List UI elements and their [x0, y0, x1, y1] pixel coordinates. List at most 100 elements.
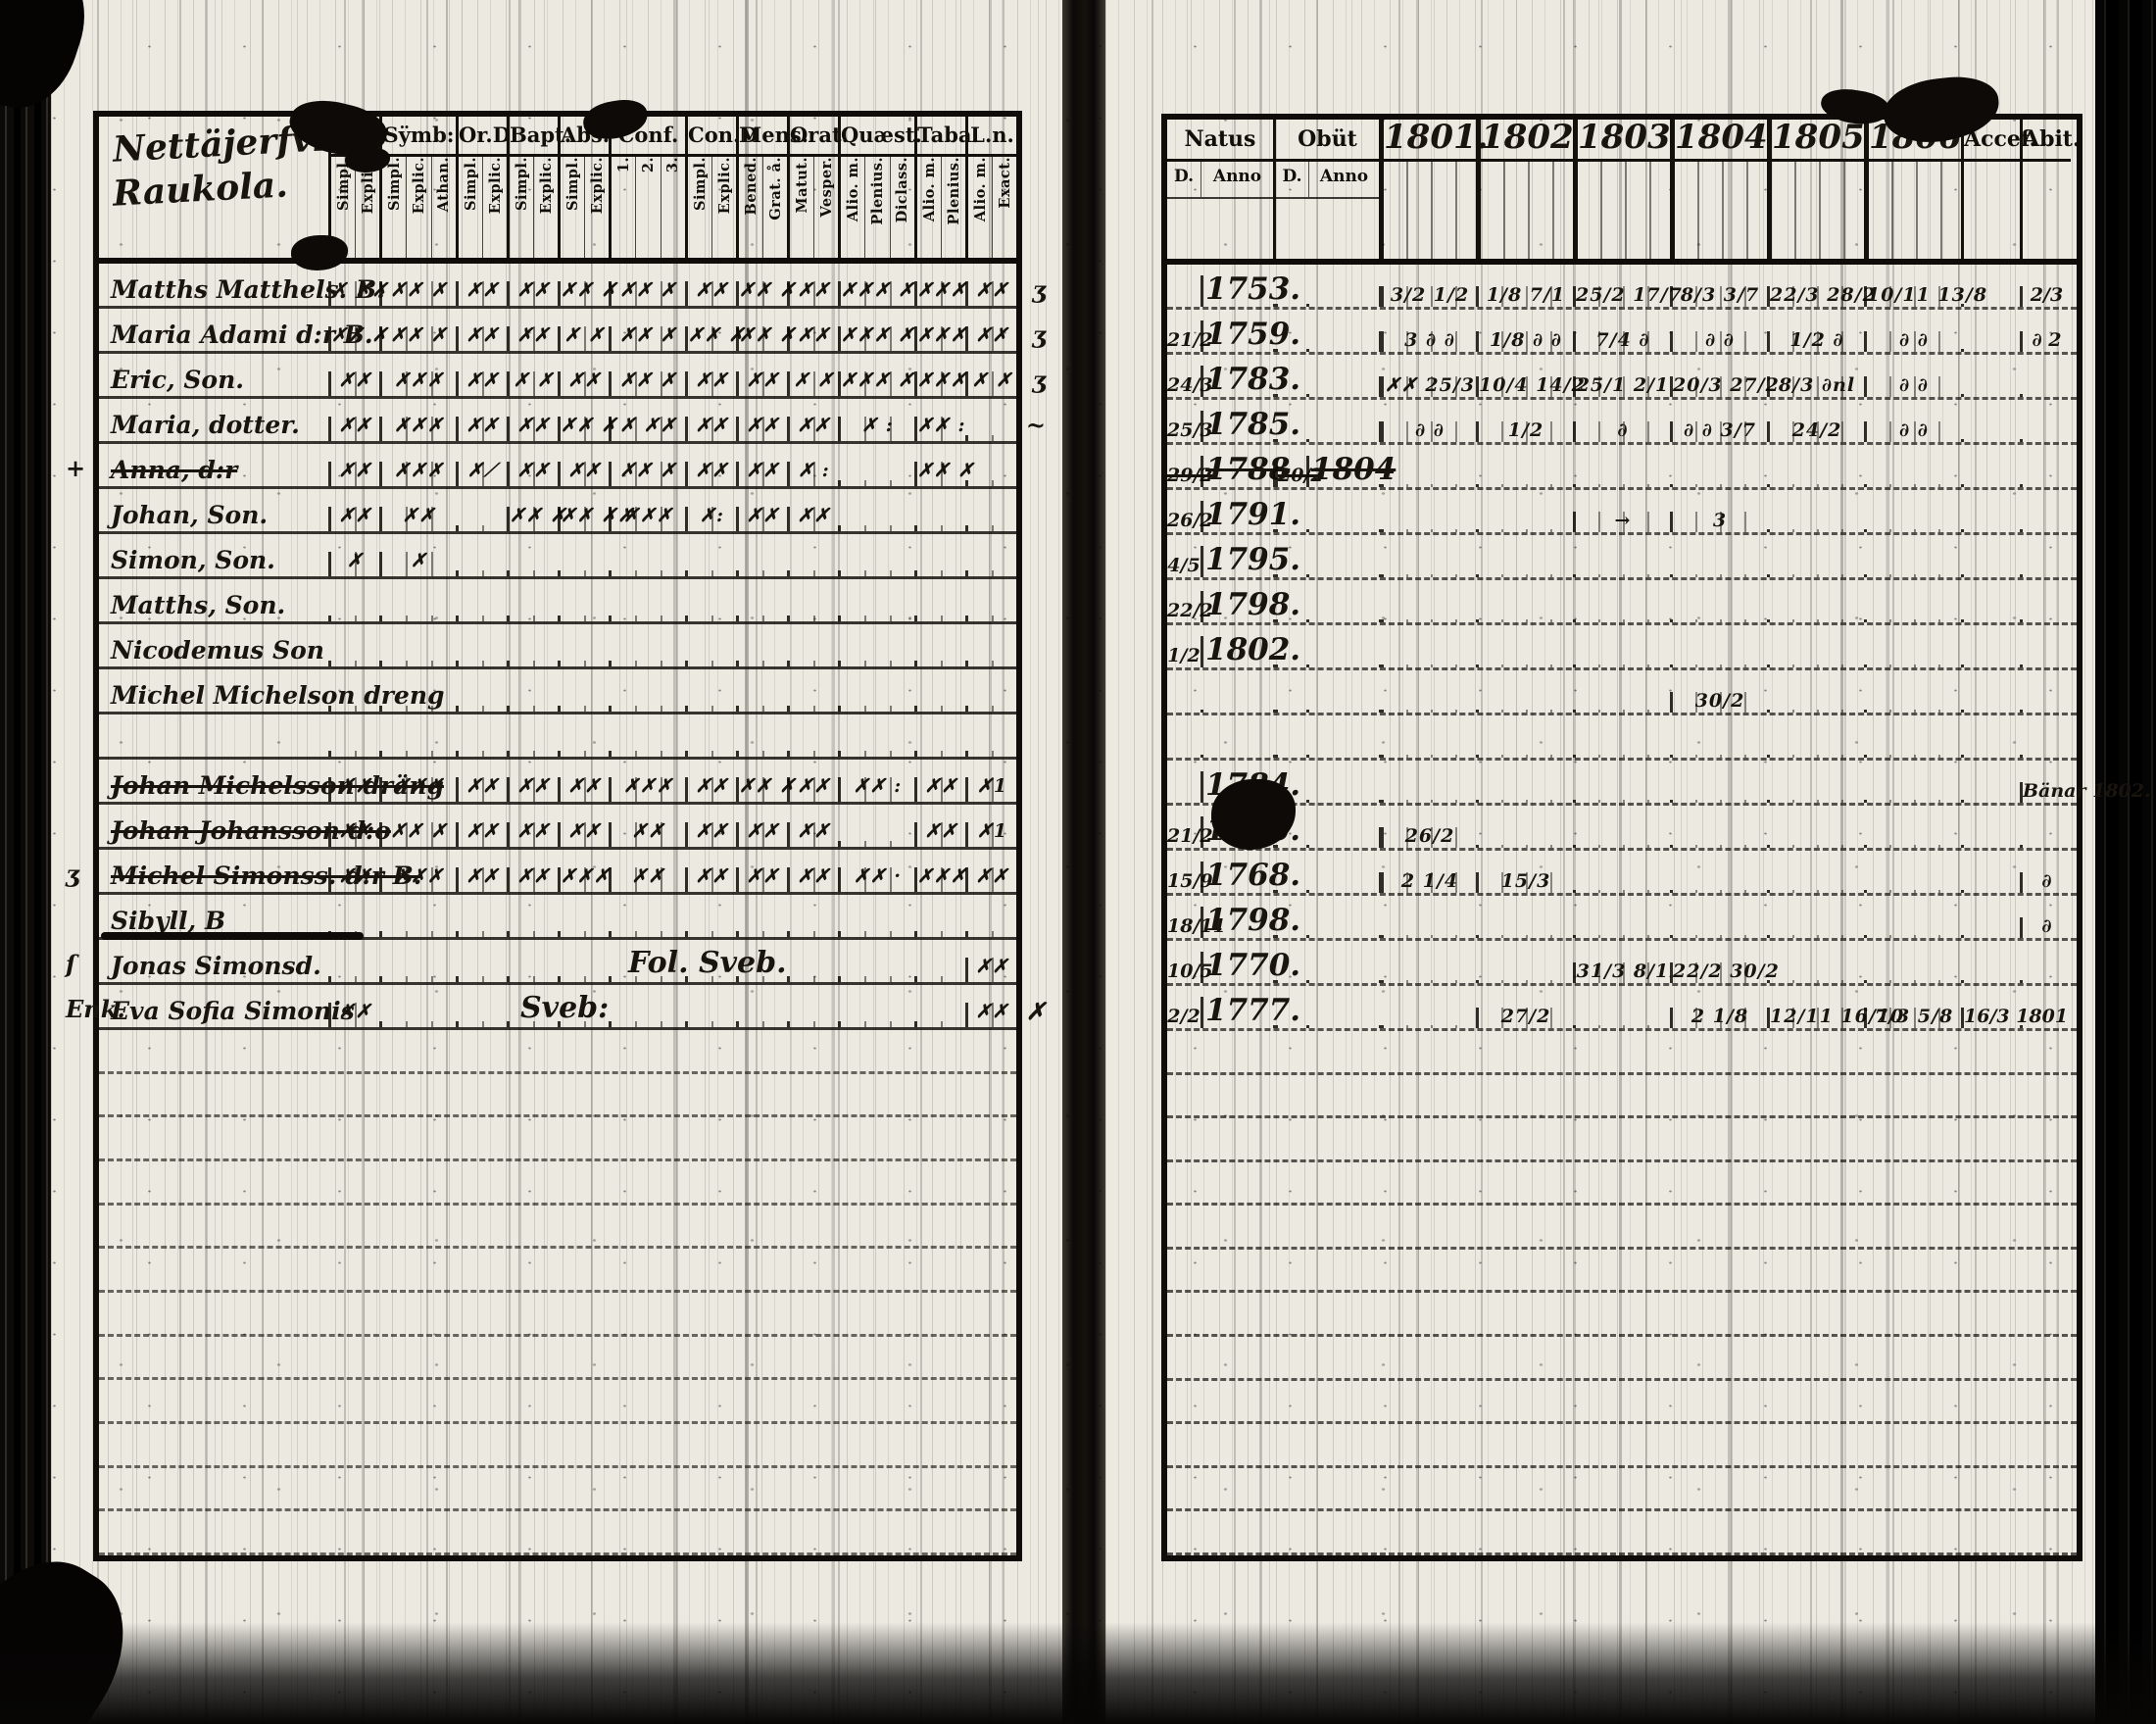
year-mark-cell: 22/2 30/2 [1670, 961, 1779, 983]
mark-cell: ✗✗✗ [379, 867, 456, 892]
table-row: 1753. 3/2 1/2 1/8 7/1 25/2 17/7 8/3 3/7 22/3 … [1167, 265, 2077, 310]
year-mark-cell: 26/2 [1379, 826, 1476, 848]
year-column-header: 1802 [1476, 120, 1574, 259]
year-column-header: 1803 [1573, 120, 1671, 259]
mark-cell [787, 976, 838, 982]
acces-cell [1961, 845, 2020, 848]
year-mark-cell: 1/8 7/1 [1476, 285, 1573, 307]
year-mark-cell [1670, 755, 1767, 758]
abit-cell [2020, 439, 2071, 442]
abit-cell: 2/3 [2020, 285, 2071, 307]
subcolumn-label: Alio. m. [971, 157, 989, 222]
ink-blot [345, 147, 390, 172]
subcolumn-label: Explic. [588, 157, 606, 215]
year-mark-cell [1670, 800, 1767, 803]
row-tail-mark: ʒ [1032, 275, 1046, 304]
mark-cell: ✗ ✗✗ [328, 281, 387, 306]
mark-cell [914, 706, 965, 712]
table-row: 25/3 1785. ∂ ∂ 1/2 ∂ ∂ ∂ 3/7 24/2 ∂ ∂ [1167, 400, 2077, 445]
mark-cell [965, 570, 1016, 576]
abit-cell [2020, 755, 2071, 758]
subcolumn-label: Explic. [410, 157, 427, 215]
year-label: 1804 [1675, 120, 1768, 162]
acces-cell [1961, 349, 2020, 352]
mark-cell [456, 570, 507, 576]
mark-cell: ✗✗ [507, 822, 558, 847]
year-mark-cell [1379, 800, 1476, 803]
mark-cell [609, 751, 685, 757]
year-mark-cell: ∂ ∂ [1864, 330, 1961, 352]
mark-cell: ✗✗ [456, 326, 507, 351]
mark-cell [685, 931, 736, 937]
mark-cell: ✗✗ [685, 462, 736, 486]
subcolumn-cell: Grat. å. [762, 157, 787, 258]
mark-cell [965, 525, 1016, 531]
natus-year-cell: 1759. [1200, 319, 1300, 352]
subcolumn-cell: Alio. m. [968, 157, 992, 258]
year-mark-cell: ∂ ∂ [1864, 375, 1961, 397]
mark-cell: ✗✗ [507, 462, 558, 486]
mark-cell: ✗✗ [787, 867, 838, 892]
mark-cell: ✗✗ [787, 777, 838, 802]
mark-cell: ✗1 [965, 822, 1016, 847]
mark-cell: ✗ ✗ [965, 371, 1016, 396]
table-row: Michel Michelson dreng [99, 669, 1016, 714]
column-fill [1869, 162, 1961, 259]
column-subheaders: Alio. m. Plenius. [917, 157, 965, 258]
subcolumn-cell: 3. [660, 157, 685, 258]
subcolumn-cell: Diclass. [889, 157, 914, 258]
margin-annotation: ʒ [66, 860, 79, 888]
year-mark-cell [1573, 800, 1670, 803]
household-title-cell: Nettäjerfvi Raukola. [99, 117, 328, 258]
subcolumn-label: Simpl. [385, 157, 403, 212]
year-mark-cell: 1/2 [1476, 420, 1573, 442]
person-name: Michel Michelson dreng [111, 681, 445, 710]
empty-row [99, 1380, 1016, 1425]
subcolumn-cell: Simpl. [459, 157, 482, 258]
acces-cell [1961, 935, 2020, 938]
mark-cell [838, 480, 914, 486]
scratch-line [745, 0, 749, 1724]
obiit-year-cell [1306, 529, 1379, 532]
year-mark-cell [1767, 665, 1864, 667]
year-column-header: 1801. [1379, 120, 1488, 259]
mark-cell: ✗✗ [736, 822, 787, 847]
column-label: Bapt. [510, 117, 571, 157]
year-mark-cell [1767, 529, 1864, 532]
abit-column-header: Abit. [2020, 120, 2081, 259]
mark-cell: ✗✗ : [914, 417, 965, 441]
mark-cell: ✗✗ [685, 417, 736, 441]
subcolumn-label: 2. [639, 157, 657, 173]
mark-cell [558, 1021, 609, 1027]
acces-cell [1961, 800, 2020, 803]
subcolumn-label: Simpl. [691, 157, 709, 212]
subcolumn-label: Matut. [793, 157, 810, 214]
obiit-day-cell [1273, 890, 1306, 893]
mark-cell [736, 661, 787, 666]
mark-cell [736, 976, 787, 982]
mark-cell [787, 931, 838, 937]
mark-cell: ✗✗ [558, 777, 609, 802]
empty-row [99, 1424, 1016, 1468]
natus-year-cell: 1798. [1200, 589, 1300, 622]
column-label: Quæst. [841, 117, 922, 157]
year-mark-cell: 7/3 5/8 [1864, 1007, 1961, 1028]
acces-cell [1961, 890, 2020, 893]
obiit-day-cell [1273, 845, 1306, 848]
mark-cell [328, 751, 379, 757]
year-label: 1803 [1578, 120, 1671, 162]
subcolumn-label: Simpl. [564, 157, 581, 212]
mark-cell [379, 931, 456, 937]
mark-cell: ✗✗ [328, 867, 379, 892]
mark-cell [609, 976, 685, 982]
folio-note: Fol. Sveb. [628, 946, 787, 980]
table-row: 15/9 1768. 2 1/4 15/3 ∂ [1167, 851, 2077, 896]
abit-cell [2020, 529, 2071, 532]
subcolumn-cell: Explic. [711, 157, 736, 258]
obiit-year-cell [1306, 980, 1379, 983]
year-mark-cell [1573, 755, 1670, 758]
column-group-header: Natus D. Anno [1167, 120, 1273, 259]
year-mark-cell [1767, 845, 1864, 848]
mark-cell: ✗✗ [685, 822, 736, 847]
column-group-header: Taba. Alio. m. Plenius. [914, 117, 979, 258]
